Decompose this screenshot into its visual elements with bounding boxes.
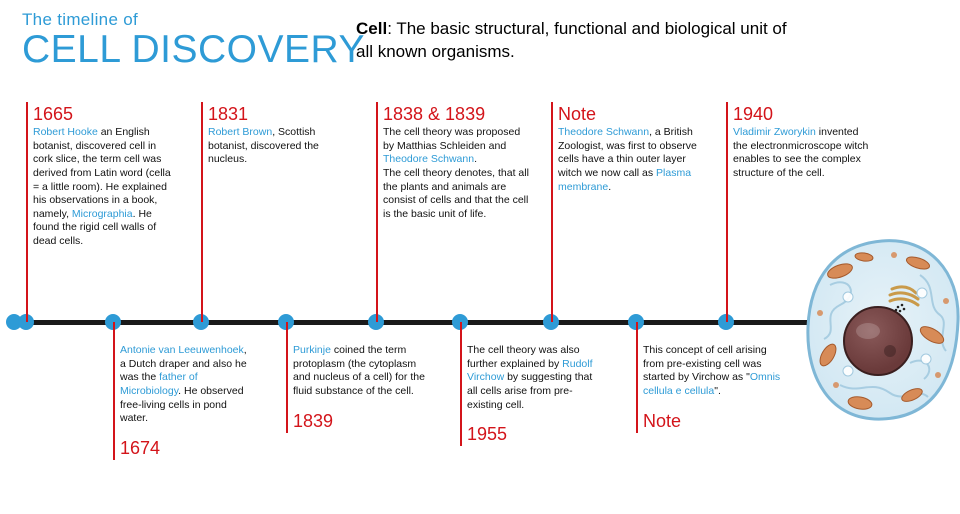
timeline-entry: Robert Hooke an English botanist, discov… bbox=[33, 126, 175, 249]
timeline-tick bbox=[201, 102, 203, 322]
timeline-entry: Purkinje coined the term protoplasm (the… bbox=[293, 344, 425, 399]
timeline-tick bbox=[726, 102, 728, 322]
timeline-year: 1839 bbox=[293, 411, 333, 432]
highlight-term: Robert Brown bbox=[208, 126, 272, 138]
timeline-year: 1955 bbox=[467, 424, 507, 445]
highlight-term: Antonie van Leeuwenhoek bbox=[120, 344, 244, 356]
entry-text: an English botanist, discovered cell in … bbox=[33, 126, 171, 220]
timeline-tick bbox=[376, 102, 378, 322]
highlight-term: Theodore Schwann bbox=[558, 126, 649, 138]
timeline-year: 1940 bbox=[733, 104, 773, 125]
timeline-entry: Robert Brown, Scottish botanist, discove… bbox=[208, 126, 336, 167]
timeline-tick bbox=[26, 102, 28, 322]
timeline-tick bbox=[286, 322, 288, 433]
entry-text: ". bbox=[714, 385, 721, 397]
timeline-entry: The cell theory was proposed by Matthias… bbox=[383, 126, 529, 221]
timeline-tick bbox=[551, 102, 553, 322]
timeline-tick bbox=[460, 322, 462, 446]
timeline-year: 1838 & 1839 bbox=[383, 104, 485, 125]
timeline-year: 1665 bbox=[33, 104, 73, 125]
highlight-term: Robert Hooke bbox=[33, 126, 98, 138]
timeline-tick bbox=[113, 322, 115, 460]
highlight-term: Vladimir Zworykin bbox=[733, 126, 816, 138]
entry-text: The cell theory was proposed by Matthias… bbox=[383, 126, 520, 152]
highlight-term: Purkinje bbox=[293, 344, 331, 356]
timeline-entry: Antonie van Leeuwenhoek, a Dutch draper … bbox=[120, 344, 250, 426]
cell-icon bbox=[800, 235, 960, 425]
entry-text: . bbox=[608, 181, 611, 193]
timeline-entry: Theodore Schwann, a British Zoologist, w… bbox=[558, 126, 702, 194]
timeline-year: Note bbox=[643, 411, 681, 432]
timeline-entry: Vladimir Zworykin invented the electronm… bbox=[733, 126, 873, 181]
highlight-term: Theodore Schwann bbox=[383, 153, 474, 165]
timeline-year: Note bbox=[558, 104, 596, 125]
timeline-year: 1674 bbox=[120, 438, 160, 459]
cell-illustration bbox=[800, 235, 960, 425]
timeline-axis bbox=[14, 320, 866, 325]
timeline-entry: This concept of cell arising from pre-ex… bbox=[643, 344, 781, 399]
timeline-entry: The cell theory was also further explain… bbox=[467, 344, 605, 412]
timeline-year: 1831 bbox=[208, 104, 248, 125]
timeline-tick bbox=[636, 322, 638, 433]
highlight-term: Micrographia bbox=[72, 208, 133, 220]
entry-text: This concept of cell arising from pre-ex… bbox=[643, 344, 767, 383]
